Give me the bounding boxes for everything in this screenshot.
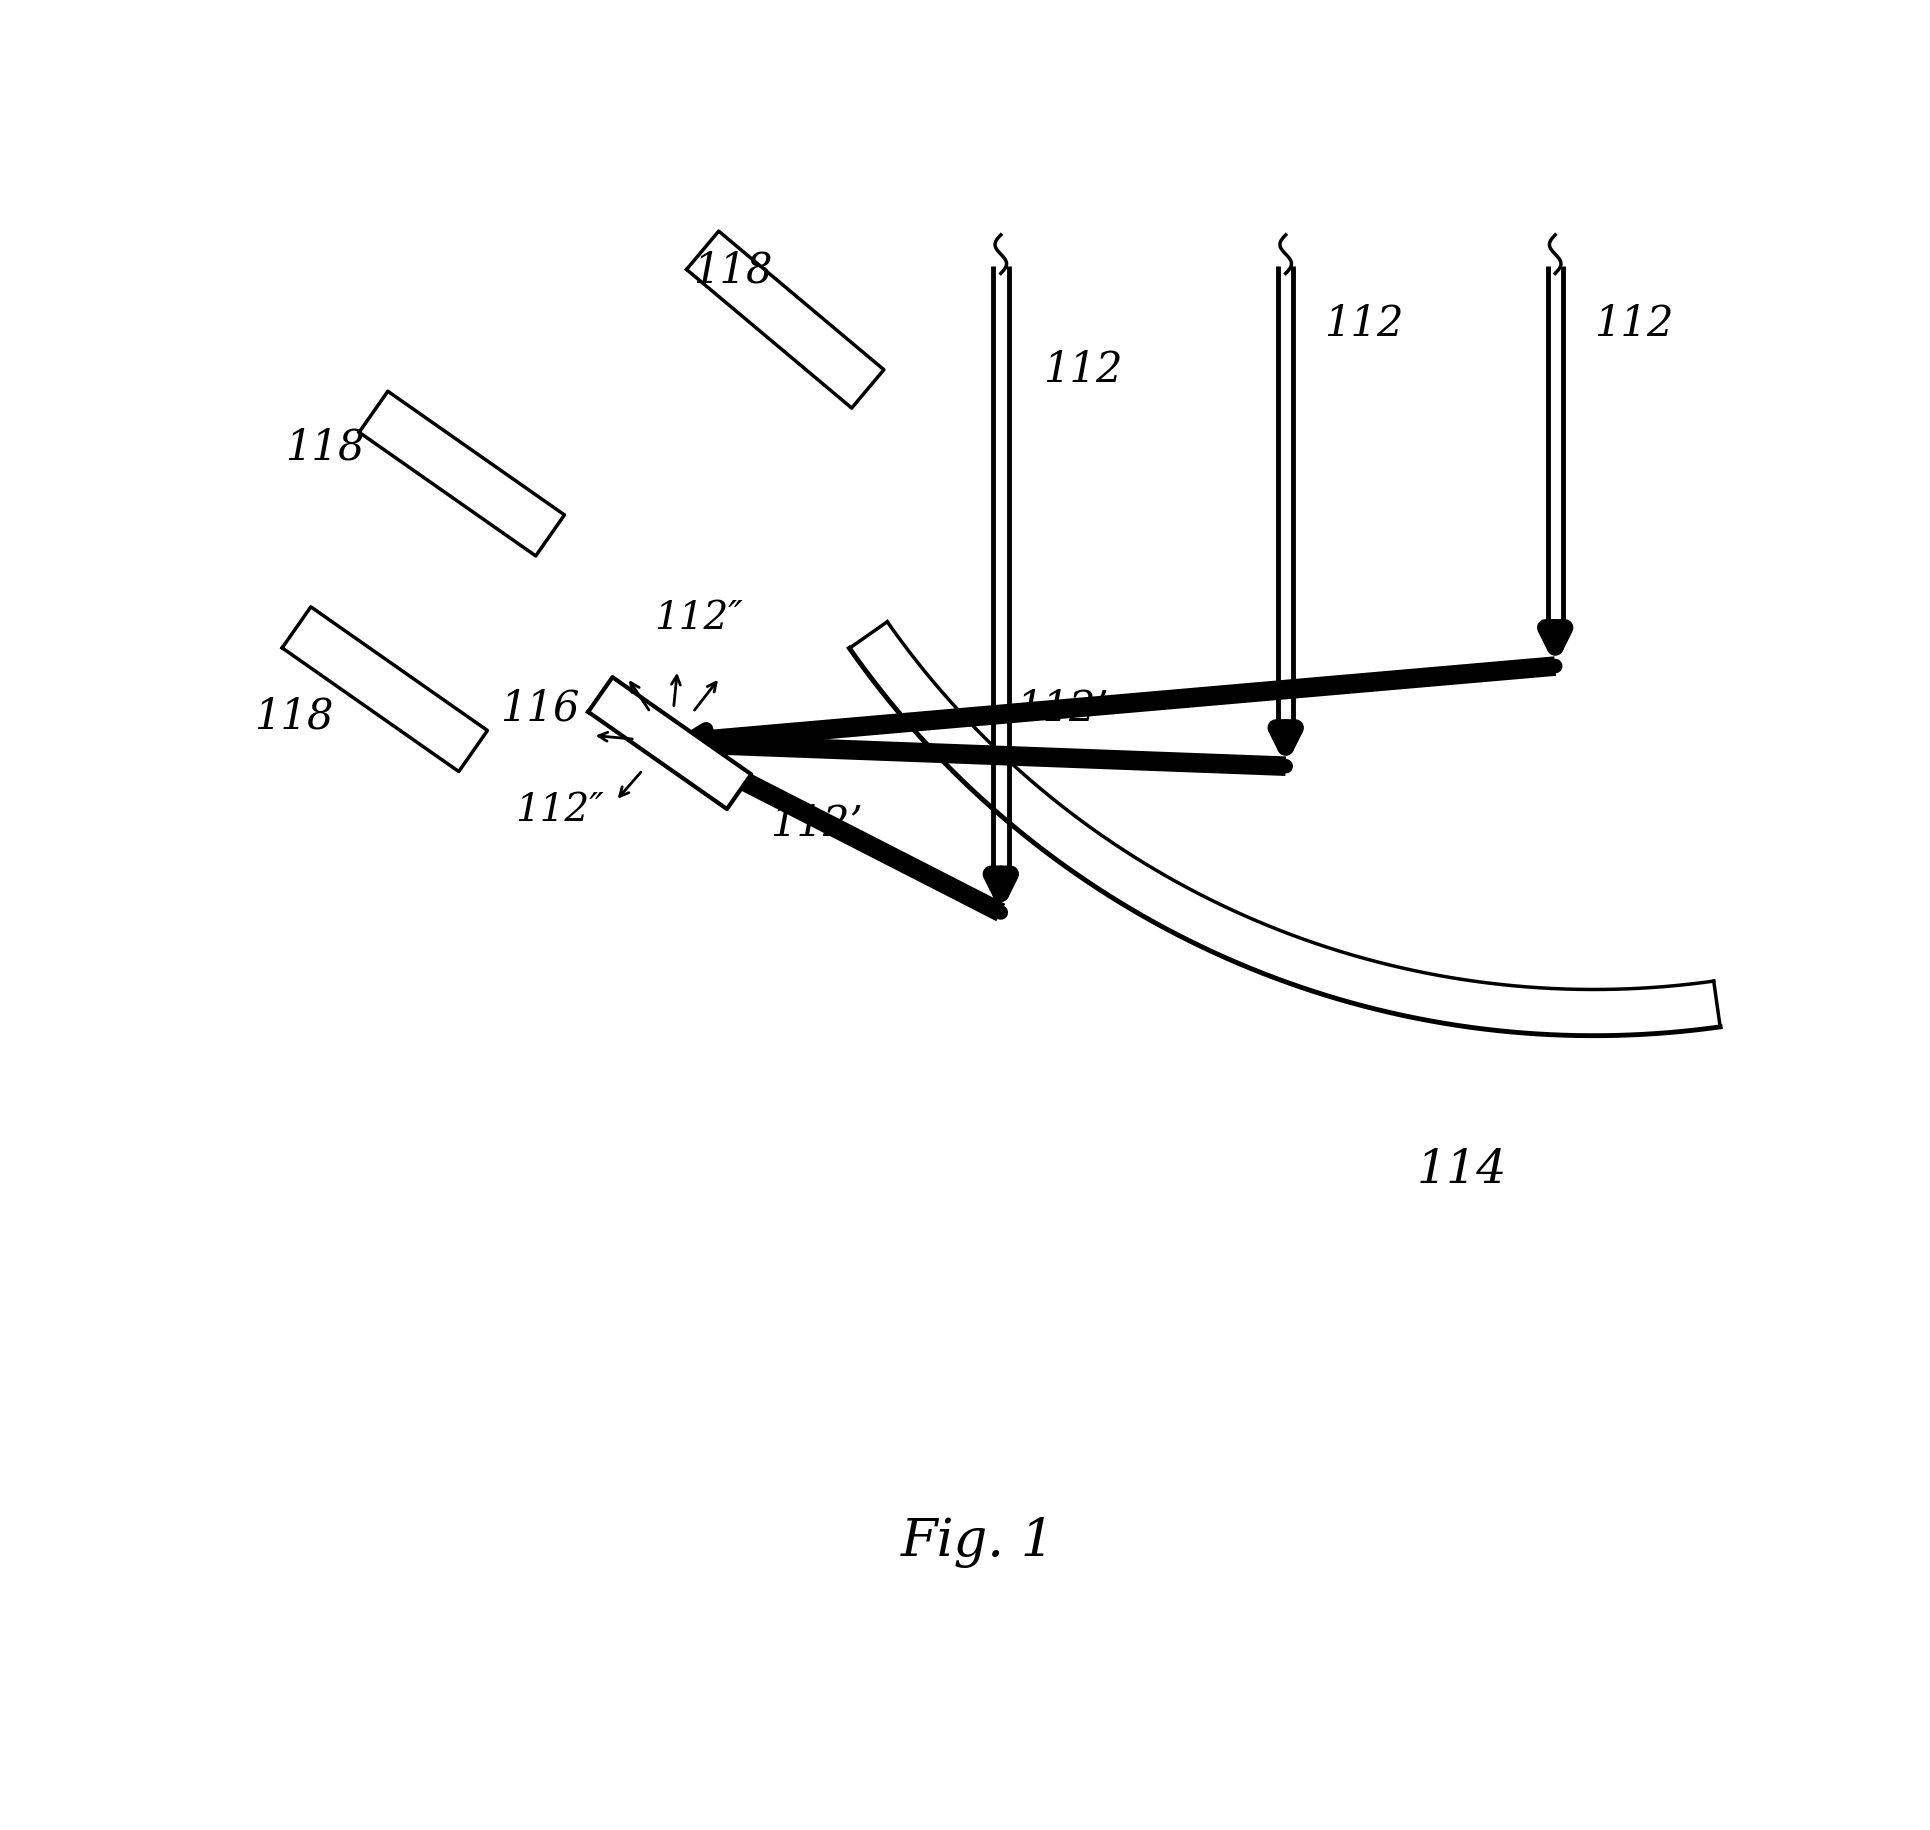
Text: 112: 112 <box>1324 302 1403 344</box>
Text: 118: 118 <box>284 426 365 468</box>
Polygon shape <box>589 677 751 809</box>
Text: 112: 112 <box>1592 302 1671 344</box>
Polygon shape <box>359 392 564 556</box>
Text: 112’: 112’ <box>770 803 863 845</box>
Text: 114: 114 <box>1417 1147 1505 1193</box>
Text: 116: 116 <box>500 688 579 730</box>
Polygon shape <box>282 608 486 772</box>
Text: 112’: 112’ <box>1015 688 1108 730</box>
Text: 112″: 112″ <box>654 598 743 637</box>
Text: 112″: 112″ <box>515 792 604 829</box>
Text: 118: 118 <box>253 695 334 737</box>
Text: Fig. 1: Fig. 1 <box>899 1517 1054 1566</box>
Text: 112: 112 <box>1042 350 1121 392</box>
Polygon shape <box>687 232 884 408</box>
Text: 118: 118 <box>693 249 772 291</box>
